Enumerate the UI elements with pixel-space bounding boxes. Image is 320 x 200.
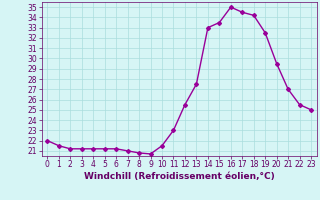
X-axis label: Windchill (Refroidissement éolien,°C): Windchill (Refroidissement éolien,°C) (84, 172, 275, 181)
